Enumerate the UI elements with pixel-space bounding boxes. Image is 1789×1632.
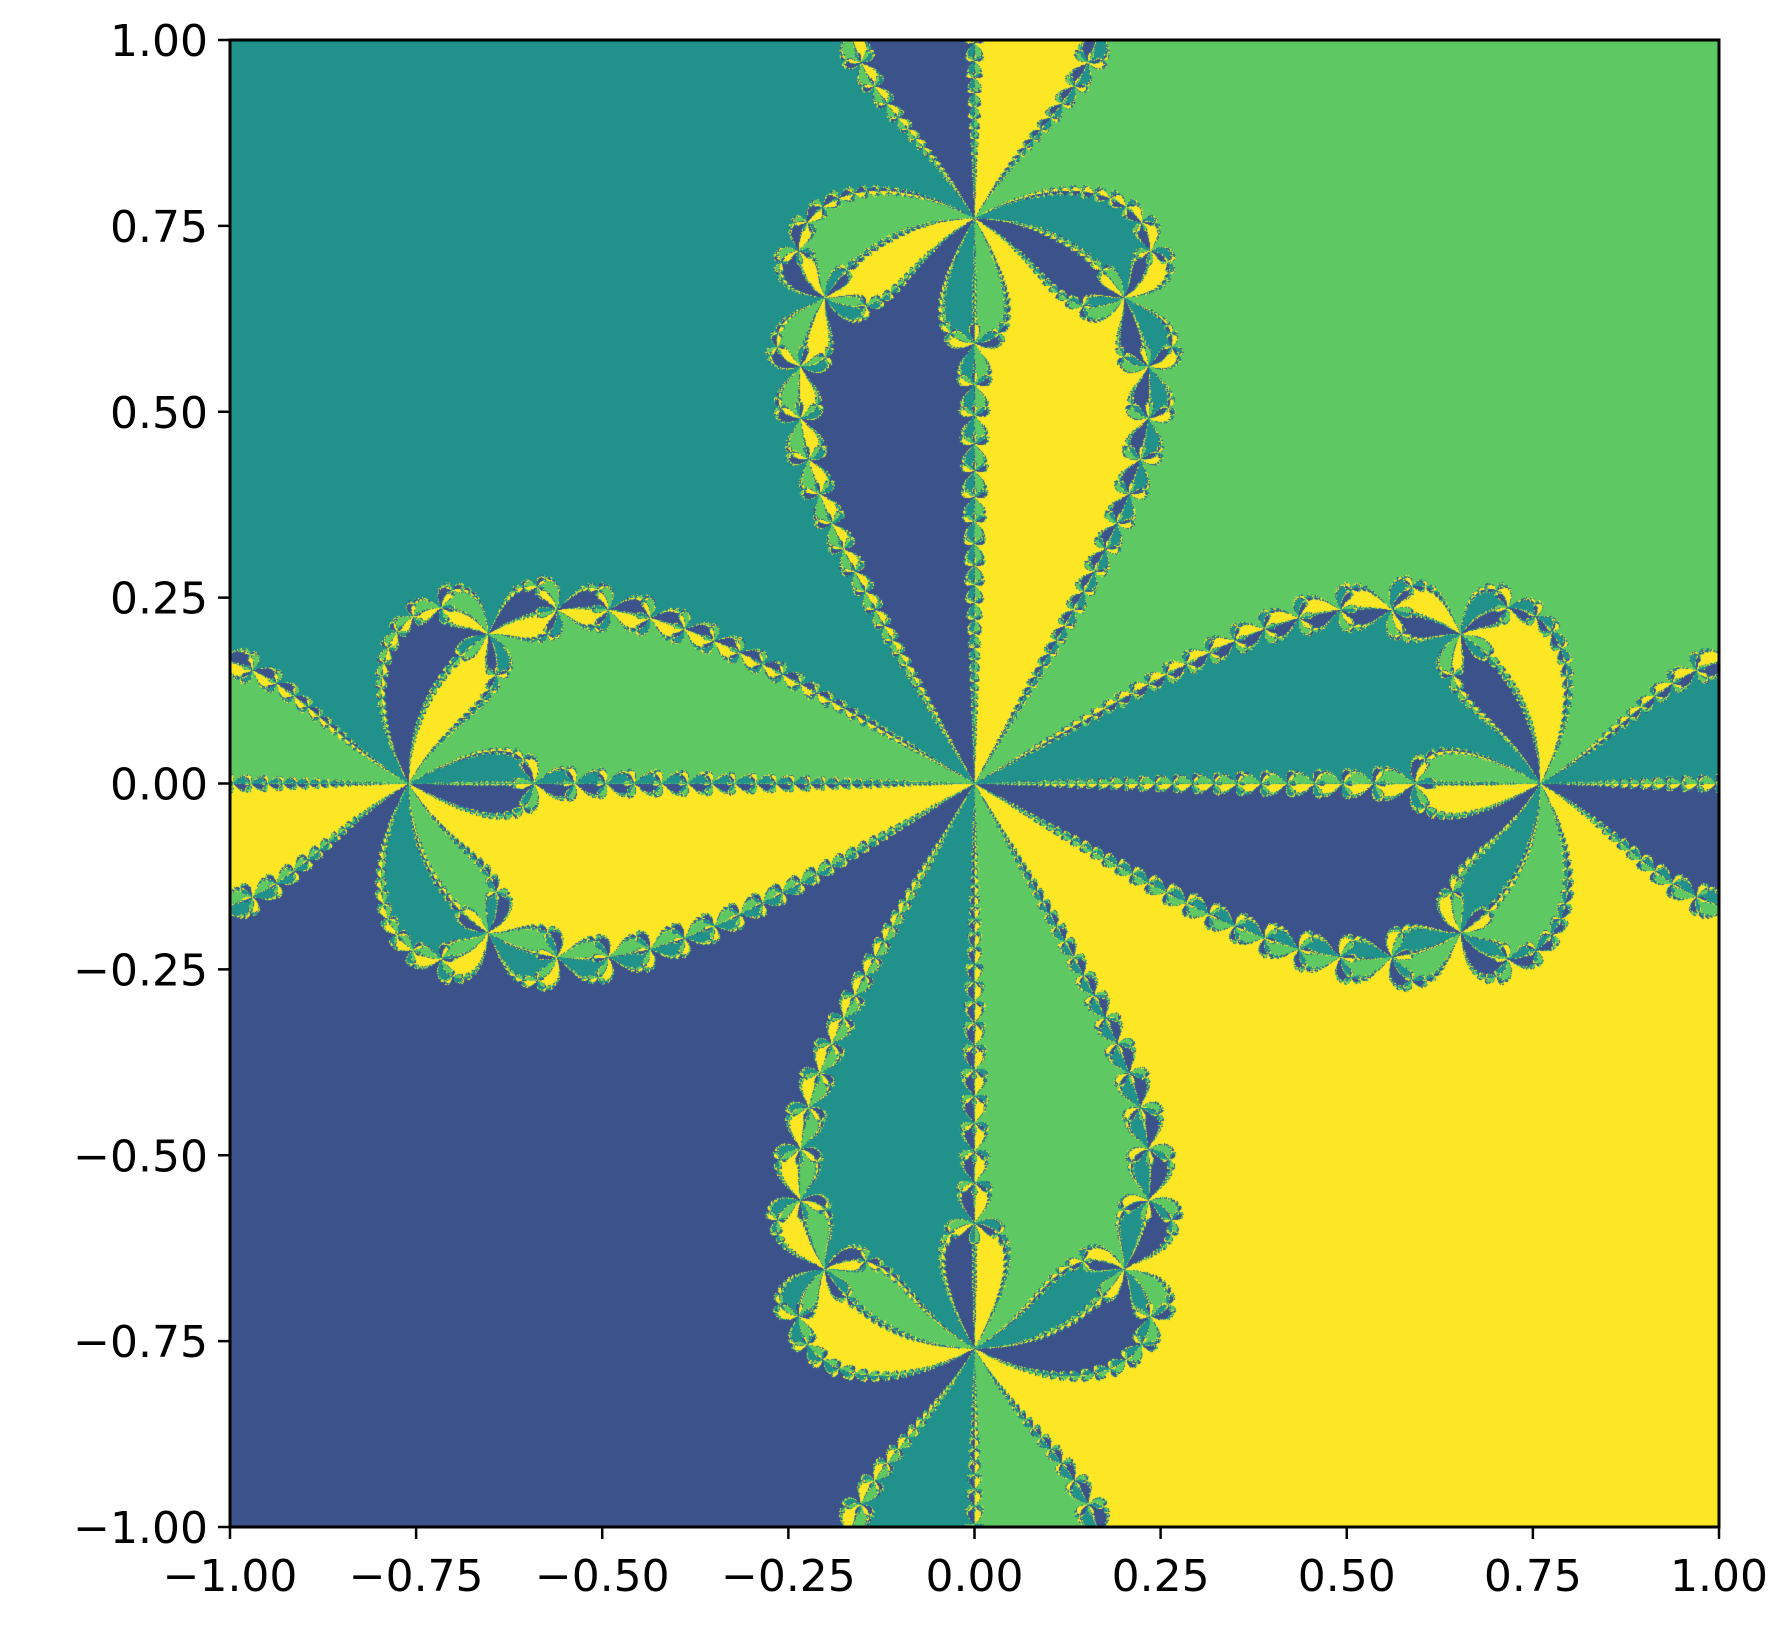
y-axis: 1.00 0.75 0.50 0.25 0.00 −0.25 −0.50 −0.75 −1.00 (73, 16, 230, 1554)
x-tick-label: −0.50 (535, 1551, 670, 1602)
y-tick-label: 0.25 (110, 574, 208, 625)
y-tick-label: −0.50 (73, 1131, 208, 1182)
y-tick-label: −0.75 (73, 1317, 208, 1368)
y-tick-label: 0.75 (110, 202, 208, 253)
y-tick-label: 1.00 (110, 16, 208, 67)
y-tick-label: 0.00 (110, 760, 208, 811)
y-tick-label: 0.50 (110, 388, 208, 439)
x-tick-label: −1.00 (163, 1551, 298, 1602)
x-tick-label: −0.25 (721, 1551, 856, 1602)
x-tick-label: 0.75 (1484, 1551, 1582, 1602)
x-axis: −1.00 −0.75 −0.50 −0.25 0.00 0.25 0.50 0.75 1.00 (163, 1527, 1768, 1602)
y-tick-label: −1.00 (73, 1503, 208, 1554)
y-tick-label: −0.25 (73, 945, 208, 996)
fractal-heatmap (230, 40, 1719, 1527)
x-tick-label: 0.25 (1112, 1551, 1210, 1602)
x-tick-label: 1.00 (1670, 1551, 1768, 1602)
x-tick-label: −0.75 (349, 1551, 484, 1602)
plot-area (230, 40, 1719, 1527)
x-tick-label: 0.00 (926, 1551, 1024, 1602)
x-tick-label: 0.50 (1298, 1551, 1396, 1602)
